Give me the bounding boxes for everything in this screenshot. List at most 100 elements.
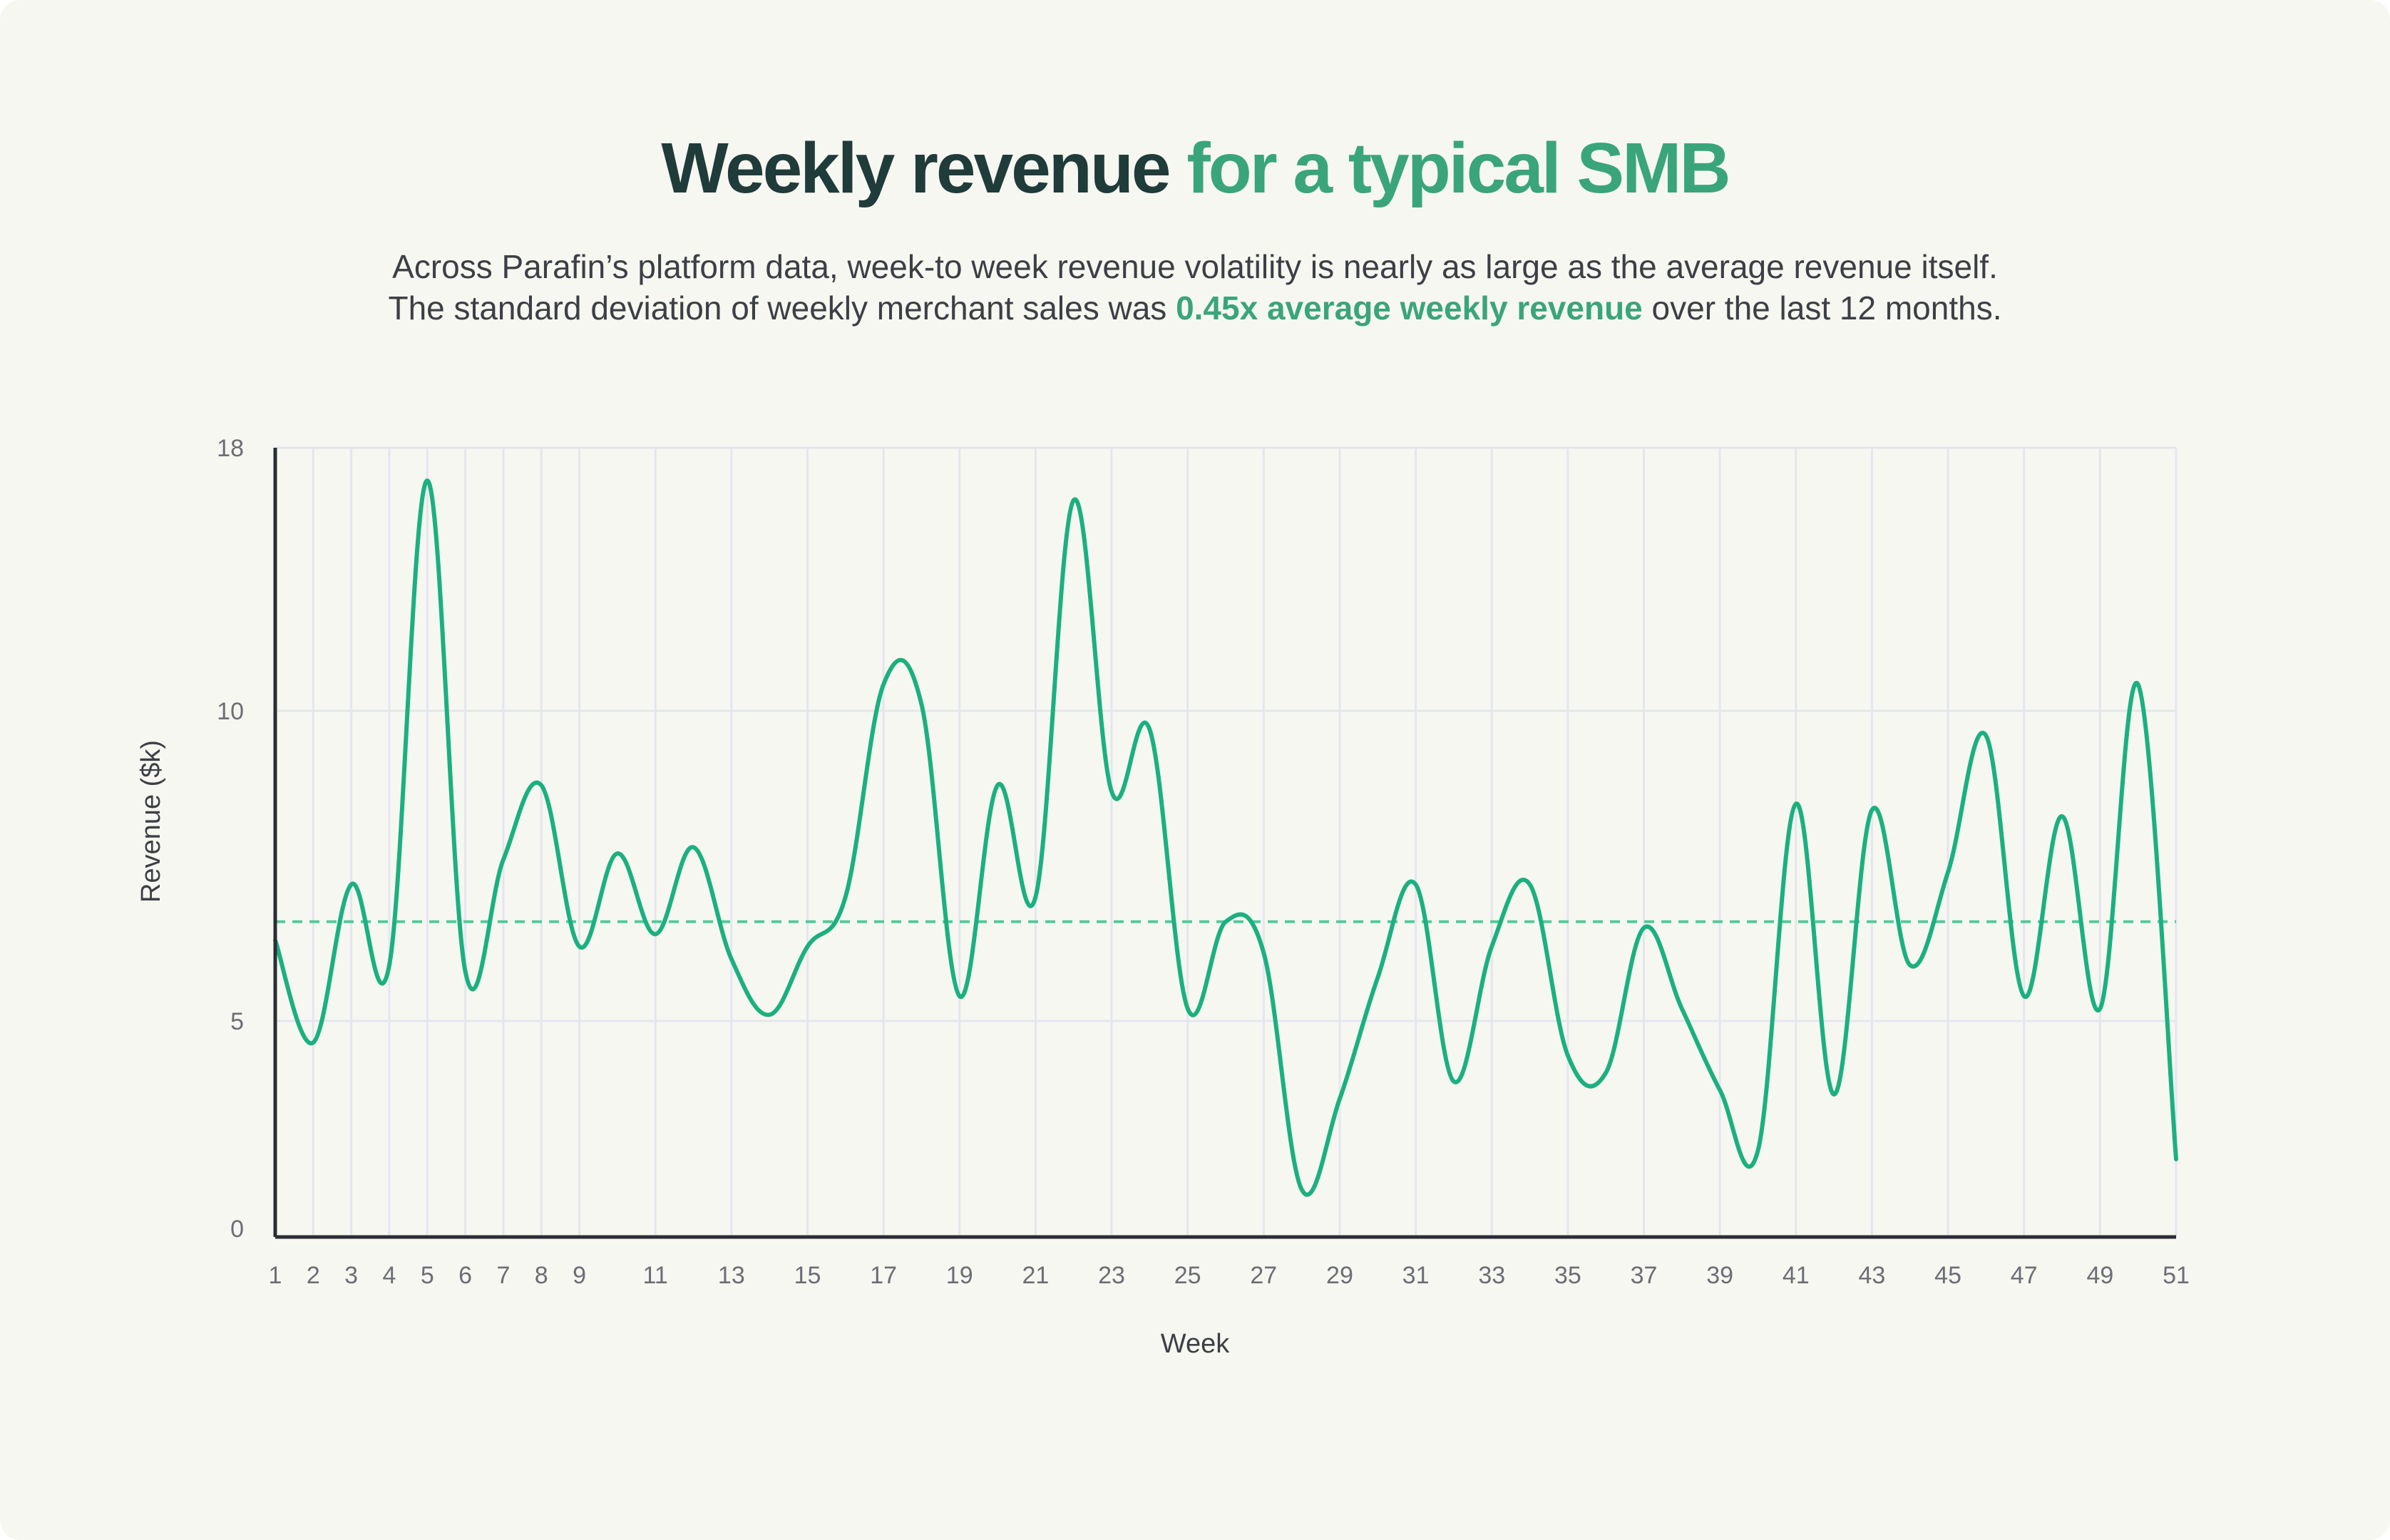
x-tick-19: 19 xyxy=(946,1262,973,1289)
data-point-week-37 xyxy=(1641,925,1647,931)
x-tick-9: 9 xyxy=(573,1262,586,1289)
subtitle-prefix: The standard deviation of weekly merchan… xyxy=(388,289,1176,327)
y-tick-0: 0 xyxy=(230,1216,244,1243)
data-point-week-34 xyxy=(1527,882,1533,888)
x-tick-41: 41 xyxy=(1783,1262,1810,1289)
data-point-week-33 xyxy=(1489,944,1494,950)
x-tick-6: 6 xyxy=(458,1262,472,1289)
x-tick-1: 1 xyxy=(269,1262,282,1289)
x-tick-17: 17 xyxy=(870,1262,897,1289)
data-point-week-8 xyxy=(538,782,544,788)
data-point-week-23 xyxy=(1109,789,1114,794)
data-point-week-5 xyxy=(424,478,430,483)
x-tick-3: 3 xyxy=(344,1262,358,1289)
data-point-week-25 xyxy=(1185,1006,1191,1012)
subtitle-line-2: The standard deviation of weekly merchan… xyxy=(0,287,2390,329)
x-tick-21: 21 xyxy=(1022,1262,1049,1289)
x-tick-4: 4 xyxy=(382,1262,396,1289)
x-tick-25: 25 xyxy=(1174,1262,1201,1289)
data-point-week-42 xyxy=(1831,1092,1837,1097)
x-tick-35: 35 xyxy=(1554,1262,1581,1289)
data-point-week-50 xyxy=(2135,682,2141,687)
x-tick-37: 37 xyxy=(1631,1262,1658,1289)
data-point-week-31 xyxy=(1413,882,1419,888)
data-point-week-49 xyxy=(2097,1006,2103,1012)
data-point-week-29 xyxy=(1337,1096,1343,1102)
x-tick-39: 39 xyxy=(1706,1262,1733,1289)
vertical-gridlines xyxy=(312,448,2178,1237)
x-tick-2: 2 xyxy=(307,1262,320,1289)
x-tick-49: 49 xyxy=(2086,1262,2113,1289)
data-point-week-39 xyxy=(1717,1087,1723,1093)
data-point-week-28 xyxy=(1299,1186,1305,1192)
y-tick-18: 18 xyxy=(217,435,244,462)
y-axis-label: Revenue ($k) xyxy=(136,740,166,903)
y-tick-labels: 0 5 10 18 xyxy=(217,435,244,1243)
x-tick-51: 51 xyxy=(2163,1262,2190,1289)
data-point-week-41 xyxy=(1793,801,1799,807)
data-point-week-24 xyxy=(1147,727,1152,732)
x-tick-29: 29 xyxy=(1326,1262,1353,1289)
data-point-week-19 xyxy=(957,993,963,999)
x-tick-31: 31 xyxy=(1402,1262,1430,1289)
data-point-week-12 xyxy=(691,844,697,850)
data-point-week-44 xyxy=(1907,962,1913,968)
data-point-week-9 xyxy=(577,944,583,950)
data-point-week-18 xyxy=(918,702,924,707)
data-point-week-11 xyxy=(652,931,658,937)
data-points xyxy=(272,478,2179,1192)
data-point-week-21 xyxy=(1032,894,1038,900)
data-point-week-35 xyxy=(1565,1052,1571,1058)
x-axis-label: Week xyxy=(1161,1329,1230,1359)
data-point-week-7 xyxy=(501,857,506,863)
y-tick-10: 10 xyxy=(217,698,244,725)
x-tick-23: 23 xyxy=(1098,1262,1125,1289)
y-tick-5: 5 xyxy=(230,1008,244,1035)
x-tick-27: 27 xyxy=(1250,1262,1277,1289)
x-tick-43: 43 xyxy=(1859,1262,1886,1289)
x-tick-11: 11 xyxy=(643,1262,668,1289)
data-point-week-48 xyxy=(2059,813,2065,819)
revenue-series-line xyxy=(273,478,2178,1197)
data-point-week-4 xyxy=(386,962,392,968)
x-tick-47: 47 xyxy=(2011,1262,2038,1289)
x-tick-8: 8 xyxy=(535,1262,548,1289)
data-point-week-36 xyxy=(1603,1070,1609,1076)
subtitle-highlight: 0.45x average weekly revenue xyxy=(1176,289,1643,327)
x-tick-5: 5 xyxy=(421,1262,434,1289)
x-tick-7: 7 xyxy=(496,1262,510,1289)
x-tick-33: 33 xyxy=(1478,1262,1505,1289)
data-point-week-20 xyxy=(995,782,1000,788)
data-point-week-10 xyxy=(615,851,620,856)
chart-title: Weekly revenue for a typical SMB xyxy=(0,125,2390,211)
data-point-week-45 xyxy=(1945,869,1951,875)
data-point-week-40 xyxy=(1755,1148,1760,1154)
data-point-week-38 xyxy=(1679,1006,1685,1012)
data-point-week-15 xyxy=(804,944,810,950)
data-point-week-46 xyxy=(1983,733,1989,739)
data-point-week-3 xyxy=(349,882,354,888)
data-point-week-30 xyxy=(1375,975,1380,980)
data-point-week-43 xyxy=(1869,807,1874,813)
x-tick-labels: 1 2 3 4 5 6 7 8 9 11 13 15 17 19 21 23 25 27 29 31 33 35 37 39 4… xyxy=(269,1262,2190,1289)
data-point-week-32 xyxy=(1451,1079,1457,1084)
title-part-2: for a typical SMB xyxy=(1186,128,1730,208)
x-tick-45: 45 xyxy=(1934,1262,1961,1289)
data-point-week-26 xyxy=(1223,919,1229,925)
subtitle-suffix: over the last 12 months. xyxy=(1642,289,2002,327)
data-point-week-13 xyxy=(729,956,734,962)
data-point-week-16 xyxy=(843,894,848,900)
data-point-week-14 xyxy=(766,1012,772,1017)
horizontal-gridlines xyxy=(275,446,2176,1022)
data-point-week-27 xyxy=(1261,950,1266,955)
data-point-week-47 xyxy=(2021,993,2027,999)
data-point-week-22 xyxy=(1071,498,1077,503)
data-point-week-2 xyxy=(310,1040,316,1045)
x-tick-15: 15 xyxy=(794,1262,821,1289)
data-point-week-6 xyxy=(463,968,468,974)
subtitle-line-1: Across Parafin’s platform data, week-to … xyxy=(392,248,1998,285)
data-point-week-51 xyxy=(2173,1156,2179,1162)
chart-subtitle: Across Parafin’s platform data, week-to … xyxy=(0,246,2390,329)
